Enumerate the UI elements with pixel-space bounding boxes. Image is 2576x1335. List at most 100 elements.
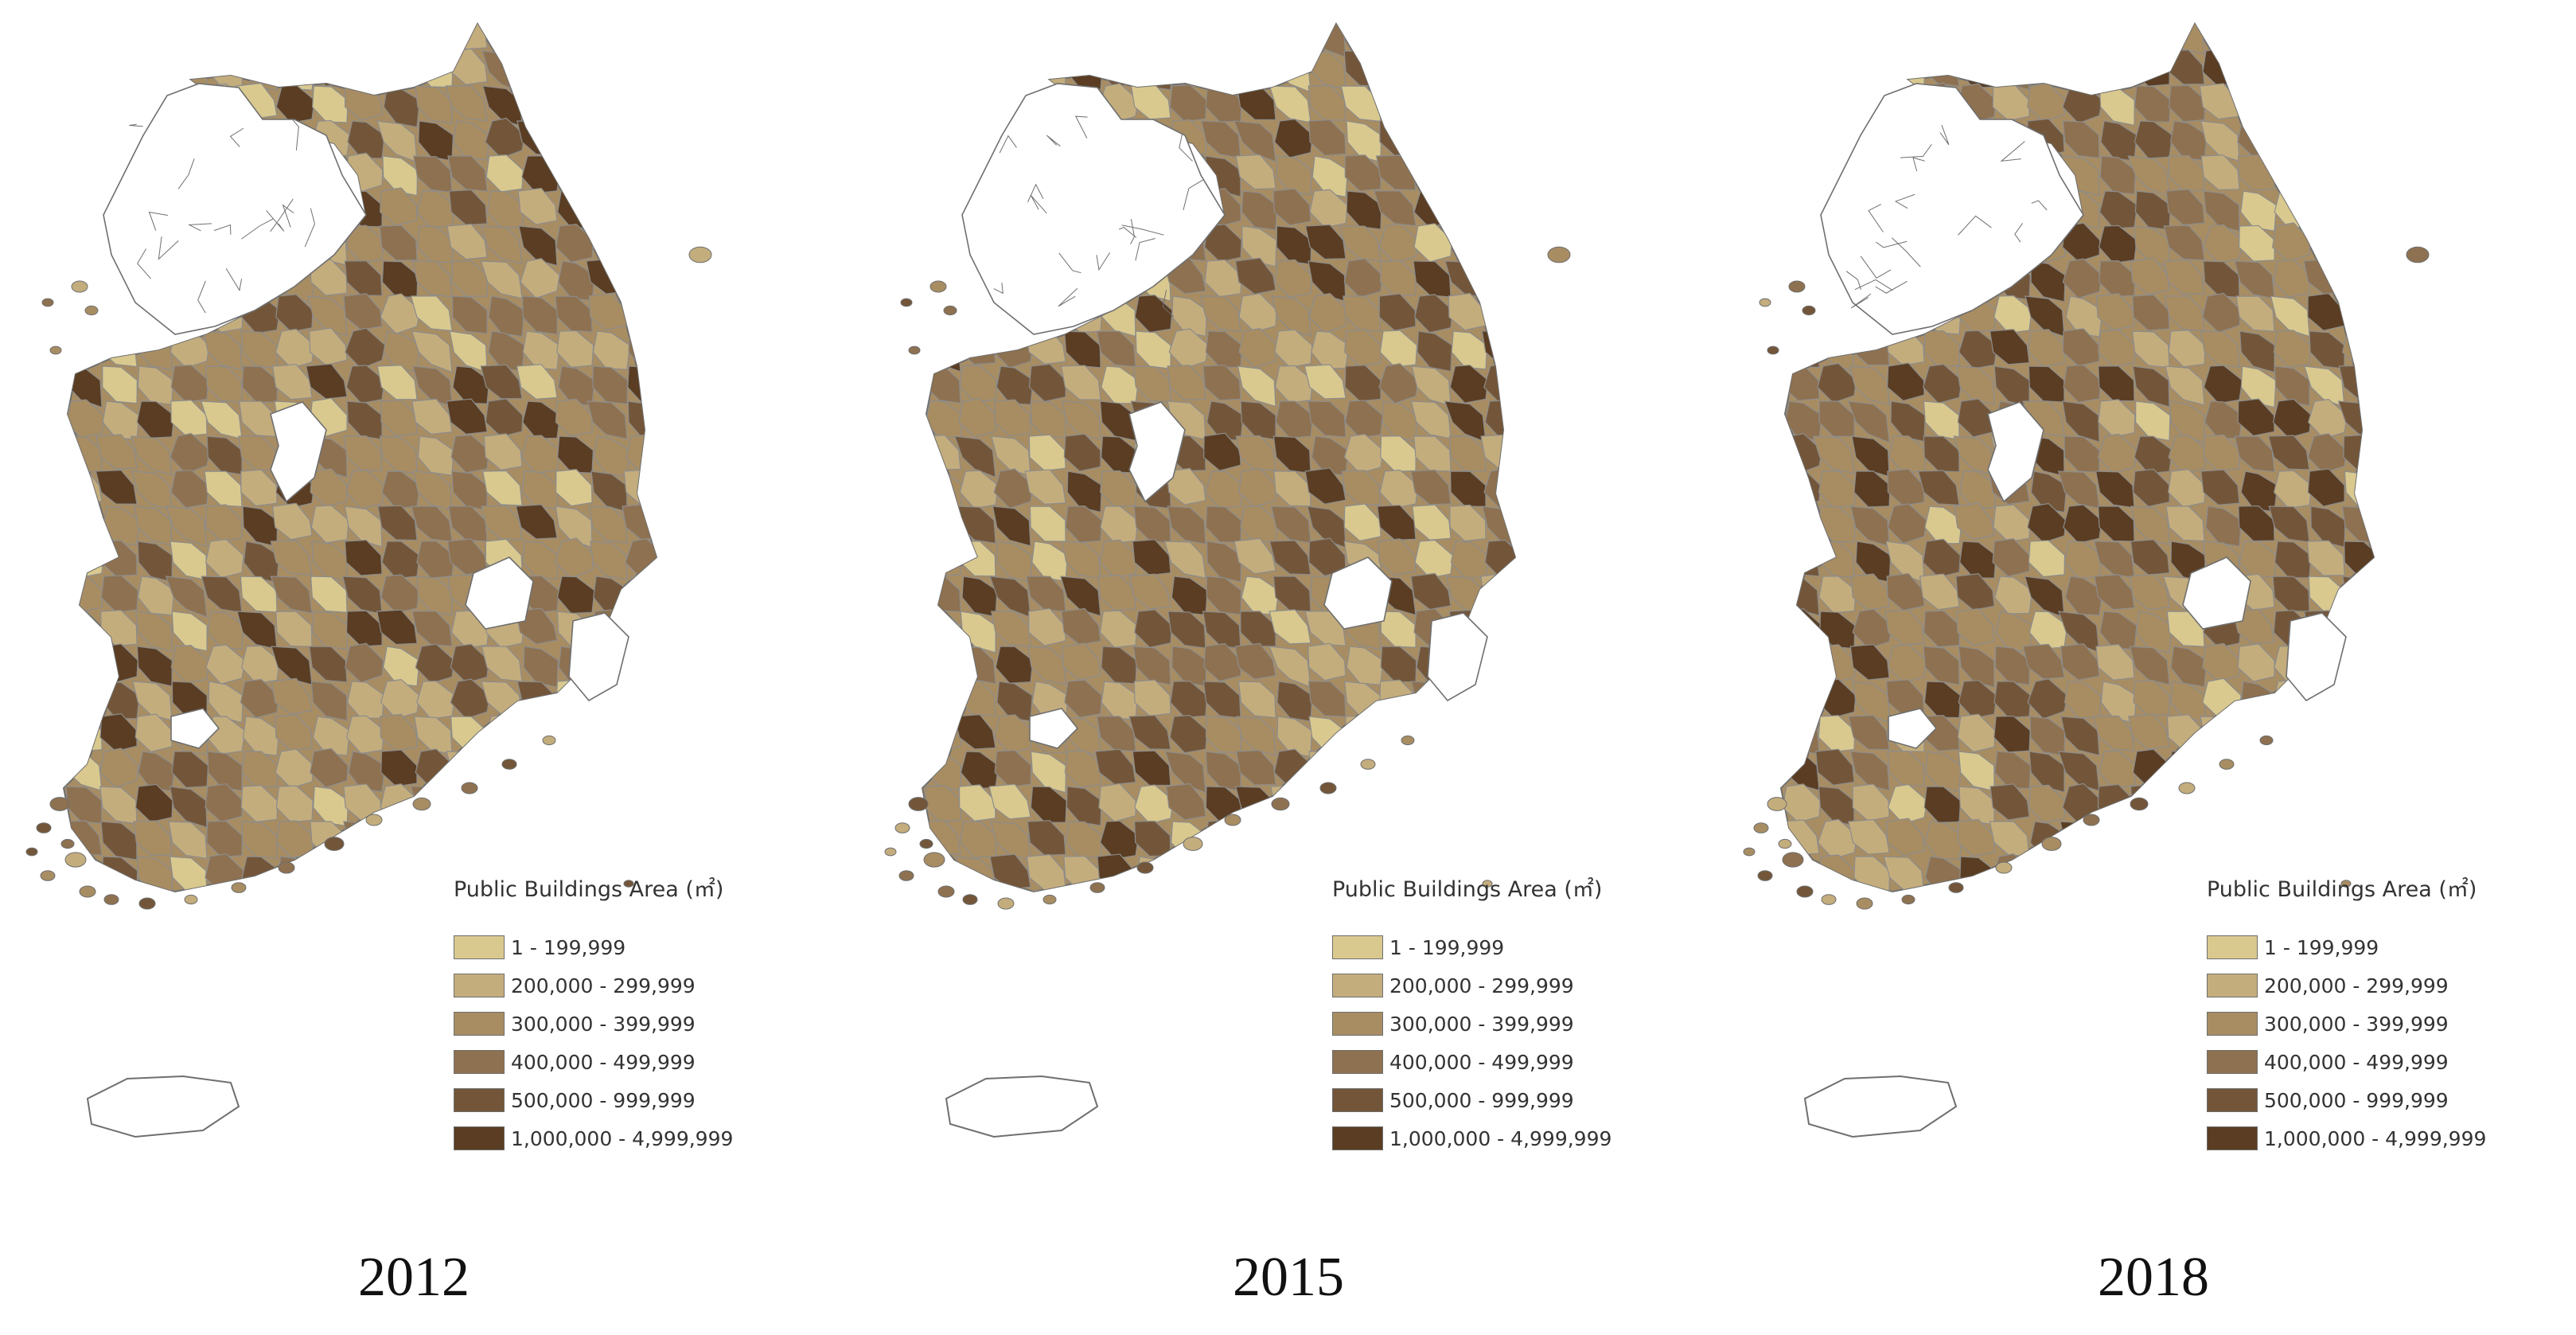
district-region: [130, 435, 173, 476]
district-region: [1204, 259, 1242, 298]
district-boundary: [1875, 240, 1908, 248]
district-region: [1132, 539, 1171, 576]
district-region: [310, 468, 348, 507]
district-region: [2062, 222, 2101, 263]
district-region: [1518, 681, 1556, 716]
island-region: [184, 894, 198, 905]
district-region: [1958, 679, 1997, 719]
island-region: [1319, 782, 1337, 794]
district-region: [2028, 856, 2065, 892]
district-region: [382, 24, 419, 55]
map-legend: Public Buildings Area (㎡) 1 - 199,999 20…: [2207, 872, 2576, 1157]
district-region: [168, 821, 208, 860]
district-region: [625, 224, 657, 262]
district-region: [518, 24, 558, 51]
district-region: [1066, 786, 1102, 826]
district-region: [961, 85, 999, 127]
island-region: [1796, 885, 1814, 898]
district-region: [2129, 573, 2170, 611]
district-region: [2030, 470, 2067, 513]
district-region: [67, 295, 103, 336]
district-region: [1024, 469, 1066, 505]
island-region: [2041, 837, 2062, 851]
district-region: [922, 680, 926, 716]
island-region: [1482, 880, 1493, 888]
district-region: [2064, 891, 2103, 892]
island-region: [2406, 246, 2430, 263]
district-region: [520, 435, 561, 474]
island-region: [324, 837, 345, 851]
district-region: [2302, 819, 2345, 855]
district-region: [1271, 295, 1311, 338]
district-region: [64, 154, 70, 193]
district-region: [516, 84, 558, 120]
district-region: [380, 293, 421, 334]
district-region: [922, 646, 926, 685]
district-region: [1485, 155, 1515, 194]
district-region: [1413, 821, 1452, 859]
district-region: [1781, 47, 1820, 85]
district-region: [481, 751, 523, 794]
district-region: [2305, 155, 2345, 197]
district-region: [204, 24, 243, 53]
island-region: [929, 280, 947, 293]
district-region: [922, 222, 964, 263]
district-region: [1341, 470, 1382, 506]
district-region: [1815, 24, 1855, 57]
district-region: [1275, 856, 1312, 892]
district-region: [64, 24, 70, 53]
district-region: [1063, 433, 1101, 472]
district-boundary: [148, 211, 168, 231]
district-region: [1344, 154, 1382, 192]
district-region: [1413, 118, 1452, 158]
district-region: [411, 330, 453, 373]
district-region: [2235, 84, 2275, 120]
district-region: [1063, 24, 1103, 53]
island-region: [1224, 814, 1241, 826]
district-region: [485, 714, 525, 754]
district-region: [626, 716, 657, 755]
district-region: [1958, 646, 1995, 689]
district-region: [1781, 470, 1785, 508]
district-region: [451, 260, 488, 297]
island-region: [542, 735, 556, 746]
district-region: [657, 576, 697, 614]
legend-item: 200,000 - 299,999: [1332, 966, 1778, 1005]
district-region: [64, 83, 104, 123]
district-region: [1849, 365, 1890, 406]
district-region: [1482, 715, 1515, 751]
district-region: [2380, 16, 2415, 55]
district-boundary: [1027, 183, 1044, 202]
district-region: [1273, 470, 1311, 507]
district-region: [922, 716, 929, 754]
district-region: [308, 646, 348, 683]
district-boundary: [1860, 256, 1892, 279]
island-region: [1948, 882, 1964, 893]
district-region: [2342, 154, 2374, 191]
district-region: [1308, 119, 1346, 156]
legend-swatch: [454, 974, 505, 997]
district-region: [2130, 506, 2170, 545]
district-region: [2100, 856, 2137, 892]
island-region: [71, 280, 88, 293]
district-region: [1308, 751, 1346, 787]
district-region: [1889, 50, 1925, 89]
island-region: [103, 894, 119, 905]
district-region: [1060, 365, 1101, 400]
district-region: [1924, 506, 1963, 545]
district-region: [663, 471, 700, 509]
island-region: [501, 759, 517, 770]
district-region: [1517, 331, 1556, 367]
district-region: [1028, 607, 1066, 646]
district-region: [1063, 330, 1101, 369]
district-region: [2165, 365, 2205, 406]
district-region: [621, 295, 657, 331]
district-region: [627, 190, 657, 229]
district-region: [310, 888, 349, 892]
district-region: [413, 888, 453, 892]
island-region: [908, 345, 921, 355]
district-region: [1923, 891, 1962, 892]
district-region: [1171, 295, 1208, 338]
district-region: [345, 365, 385, 404]
district-region: [2309, 85, 2347, 123]
